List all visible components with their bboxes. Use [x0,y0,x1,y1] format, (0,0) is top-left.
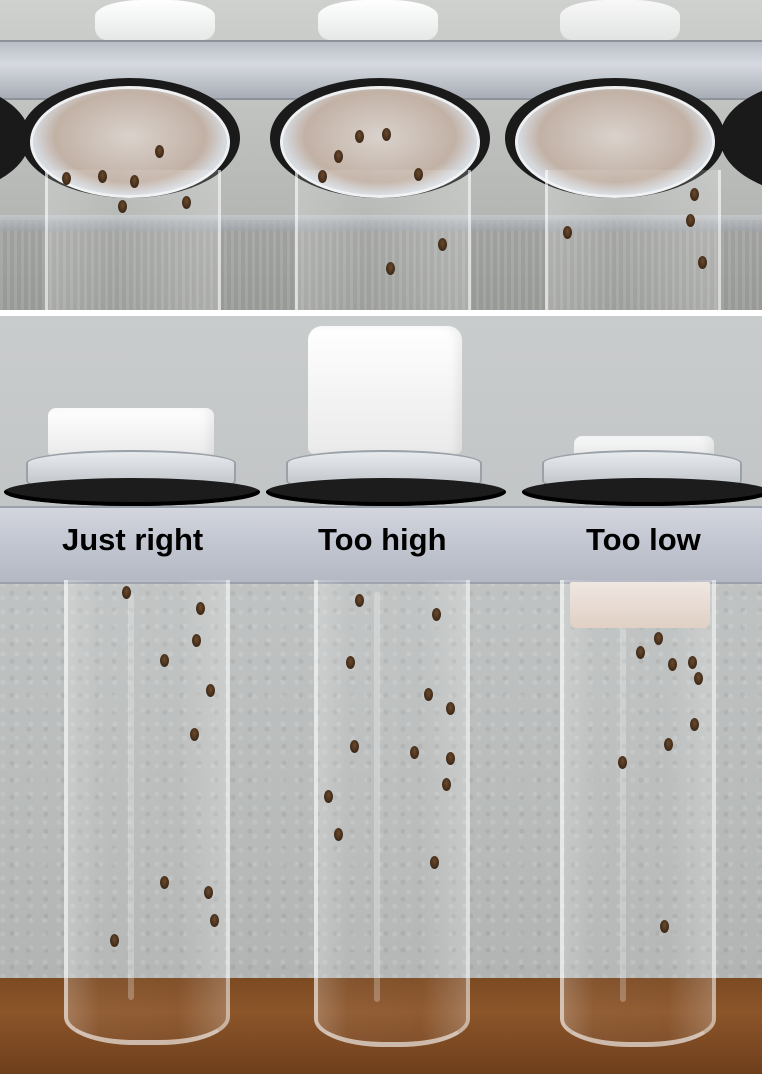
fly [563,226,572,239]
fly [350,740,359,753]
panel-divider [0,310,762,316]
acrylic-rail [0,506,762,584]
fly [430,856,439,869]
label-just-right: Just right [62,522,204,557]
glass-highlight [620,592,627,1002]
fly [355,130,364,143]
bottom-photo-panel: Just right Too high Too low [0,316,762,1074]
fly [690,718,699,731]
wall-background [0,220,762,310]
glass-highlight [374,592,381,1002]
fly [160,876,169,889]
o-ring [4,478,260,506]
fly [694,672,703,685]
fly [688,656,697,669]
label-too-low: Too low [586,522,701,557]
fly [432,608,441,621]
tube-opening [515,86,715,198]
fly [160,654,169,667]
fly [190,728,199,741]
fly [204,886,213,899]
fly [62,172,71,185]
foam-plug-just-right [48,408,214,456]
fly [698,256,707,269]
tube-opening [280,86,480,198]
foam-plug [318,0,438,40]
fly [382,128,391,141]
fly [122,586,131,599]
fly [130,175,139,188]
fly [334,828,343,841]
fly [182,196,191,209]
fly [618,756,627,769]
fly [410,746,419,759]
foam-plug [95,0,215,40]
label-too-high: Too high [318,522,447,557]
fly [318,170,327,183]
fly [386,262,395,275]
fly [442,778,451,791]
fly [118,200,127,213]
fly [192,634,201,647]
fly [690,188,699,201]
fly [438,238,447,251]
fly [334,150,343,163]
fly [660,920,669,933]
fly [155,145,164,158]
fly [424,688,433,701]
fly [446,702,455,715]
glass-highlight [128,592,135,1000]
fly [346,656,355,669]
glass-tube [45,170,221,310]
top-photo-panel [0,0,762,310]
fly [668,658,677,671]
glass-tube-too-high [314,580,470,1047]
shelf-edge [0,215,762,231]
fly [636,646,645,659]
o-ring [522,478,762,506]
fly [110,934,119,947]
fly [654,632,663,645]
fly [196,602,205,615]
foam-plug-too-high [308,326,462,454]
fly [324,790,333,803]
fly [210,914,219,927]
fly [98,170,107,183]
foam-plug-inside-tube [570,582,710,628]
fly [664,738,673,751]
o-ring [266,478,506,506]
fly [206,684,215,697]
foam-plug [560,0,680,40]
fly [446,752,455,765]
fly [355,594,364,607]
fly [686,214,695,227]
fly [414,168,423,181]
glass-tube-just-right [64,580,230,1045]
